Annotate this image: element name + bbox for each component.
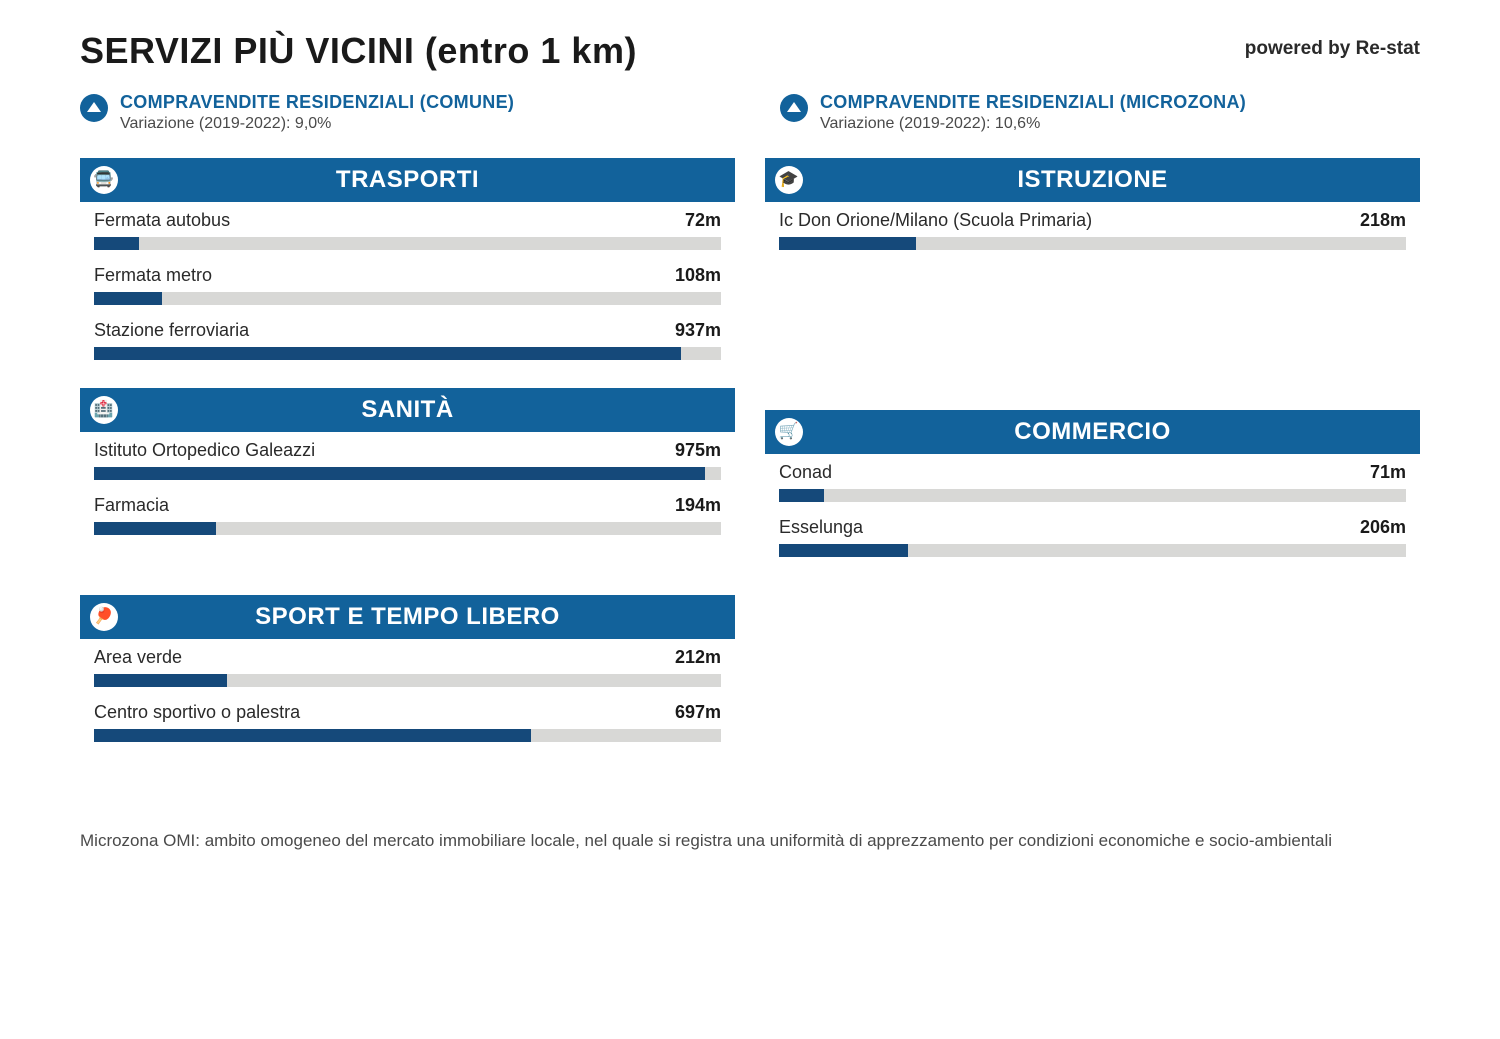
item-label: Area verde xyxy=(94,647,182,668)
item-distance: 108m xyxy=(675,265,721,286)
item-distance: 194m xyxy=(675,495,721,516)
stat-microzona-title: COMPRAVENDITE RESIDENZIALI (MICROZONA) xyxy=(820,92,1246,113)
card-header: 🎓 ISTRUZIONE xyxy=(765,158,1420,202)
service-item: Farmacia 194m xyxy=(94,495,721,535)
columns: 🚍 TRASPORTI Fermata autobus 72m Fermata m… xyxy=(80,158,1420,770)
card-trasporti: 🚍 TRASPORTI Fermata autobus 72m Fermata m… xyxy=(80,158,735,360)
item-distance: 697m xyxy=(675,702,721,723)
card-title: ISTRUZIONE xyxy=(765,166,1420,194)
page-title: SERVIZI PIÙ VICINI (entro 1 km) xyxy=(80,30,637,72)
card-header: 🏥 SANITÀ xyxy=(80,388,735,432)
bar-fill xyxy=(94,522,216,535)
card-title: SANITÀ xyxy=(80,396,735,424)
commerce-icon: 🛒 xyxy=(775,418,803,446)
card-title: TRASPORTI xyxy=(80,166,735,194)
item-distance: 212m xyxy=(675,647,721,668)
bar-fill xyxy=(779,544,908,557)
item-label: Fermata autobus xyxy=(94,210,230,231)
service-item: Centro sportivo o palestra 697m xyxy=(94,702,721,742)
bar-fill xyxy=(94,292,162,305)
stats-row: COMPRAVENDITE RESIDENZIALI (COMUNE) Vari… xyxy=(80,92,1420,133)
card-body: Istituto Ortopedico Galeazzi 975m Farmaci… xyxy=(80,432,735,535)
item-distance: 206m xyxy=(1360,517,1406,538)
service-item: Istituto Ortopedico Galeazzi 975m xyxy=(94,440,721,480)
bar-track xyxy=(94,522,721,535)
arrow-up-icon xyxy=(80,94,108,122)
bar-fill xyxy=(94,347,681,360)
service-item: Stazione ferroviaria 937m xyxy=(94,320,721,360)
stat-comune: COMPRAVENDITE RESIDENZIALI (COMUNE) Vari… xyxy=(80,92,720,133)
stat-comune-title: COMPRAVENDITE RESIDENZIALI (COMUNE) xyxy=(120,92,514,113)
bar-track xyxy=(94,729,721,742)
item-label: Fermata metro xyxy=(94,265,212,286)
bar-fill xyxy=(94,237,139,250)
card-header: 🛒 COMMERCIO xyxy=(765,410,1420,454)
card-commercio: 🛒 COMMERCIO Conad 71m Esselunga 206m xyxy=(765,410,1420,557)
sport-icon: 🏓 xyxy=(90,603,118,631)
education-icon: 🎓 xyxy=(775,166,803,194)
bar-track xyxy=(94,674,721,687)
col-right: 🎓 ISTRUZIONE Ic Don Orione/Milano (Scuol… xyxy=(765,158,1420,770)
card-header: 🚍 TRASPORTI xyxy=(80,158,735,202)
service-item: Fermata metro 108m xyxy=(94,265,721,305)
card-sanita: 🏥 SANITÀ Istituto Ortopedico Galeazzi 975… xyxy=(80,388,735,535)
bar-track xyxy=(779,489,1406,502)
item-distance: 975m xyxy=(675,440,721,461)
item-label: Stazione ferroviaria xyxy=(94,320,249,341)
item-label: Farmacia xyxy=(94,495,169,516)
service-item: Fermata autobus 72m xyxy=(94,210,721,250)
bar-track xyxy=(779,544,1406,557)
item-distance: 71m xyxy=(1370,462,1406,483)
powered-by: powered by Re-stat xyxy=(1245,38,1420,60)
col-left: 🚍 TRASPORTI Fermata autobus 72m Fermata m… xyxy=(80,158,735,770)
service-item: Area verde 212m xyxy=(94,647,721,687)
card-title: COMMERCIO xyxy=(765,418,1420,446)
bar-fill xyxy=(779,237,916,250)
bar-track xyxy=(779,237,1406,250)
service-item: Ic Don Orione/Milano (Scuola Primaria) 21… xyxy=(779,210,1406,250)
bar-track xyxy=(94,347,721,360)
footnote: Microzona OMI: ambito omogeneo del merca… xyxy=(80,830,1420,853)
bar-fill xyxy=(779,489,824,502)
stat-comune-subtitle: Variazione (2019-2022): 9,0% xyxy=(120,115,514,133)
bar-fill xyxy=(94,674,227,687)
transport-icon: 🚍 xyxy=(90,166,118,194)
item-label: Esselunga xyxy=(779,517,863,538)
card-body: Fermata autobus 72m Fermata metro 108m Sta… xyxy=(80,202,735,360)
item-label: Conad xyxy=(779,462,832,483)
item-distance: 72m xyxy=(685,210,721,231)
card-header: 🏓 SPORT E TEMPO LIBERO xyxy=(80,595,735,639)
bar-track xyxy=(94,467,721,480)
card-istruzione: 🎓 ISTRUZIONE Ic Don Orione/Milano (Scuol… xyxy=(765,158,1420,250)
stat-microzona-subtitle: Variazione (2019-2022): 10,6% xyxy=(820,115,1246,133)
stat-microzona: COMPRAVENDITE RESIDENZIALI (MICROZONA) V… xyxy=(780,92,1420,133)
card-body: Conad 71m Esselunga 206m xyxy=(765,454,1420,557)
bar-fill xyxy=(94,467,705,480)
item-label: Centro sportivo o palestra xyxy=(94,702,300,723)
service-item: Esselunga 206m xyxy=(779,517,1406,557)
item-label: Ic Don Orione/Milano (Scuola Primaria) xyxy=(779,210,1092,231)
card-body: Ic Don Orione/Milano (Scuola Primaria) 21… xyxy=(765,202,1420,250)
item-distance: 218m xyxy=(1360,210,1406,231)
arrow-up-icon xyxy=(780,94,808,122)
service-item: Conad 71m xyxy=(779,462,1406,502)
card-sport: 🏓 SPORT E TEMPO LIBERO Area verde 212m Ce… xyxy=(80,595,735,742)
item-distance: 937m xyxy=(675,320,721,341)
item-label: Istituto Ortopedico Galeazzi xyxy=(94,440,315,461)
card-body: Area verde 212m Centro sportivo o palestr… xyxy=(80,639,735,742)
bar-track xyxy=(94,292,721,305)
header-row: SERVIZI PIÙ VICINI (entro 1 km) powered … xyxy=(80,30,1420,72)
card-title: SPORT E TEMPO LIBERO xyxy=(80,603,735,631)
health-icon: 🏥 xyxy=(90,396,118,424)
bar-track xyxy=(94,237,721,250)
bar-fill xyxy=(94,729,531,742)
